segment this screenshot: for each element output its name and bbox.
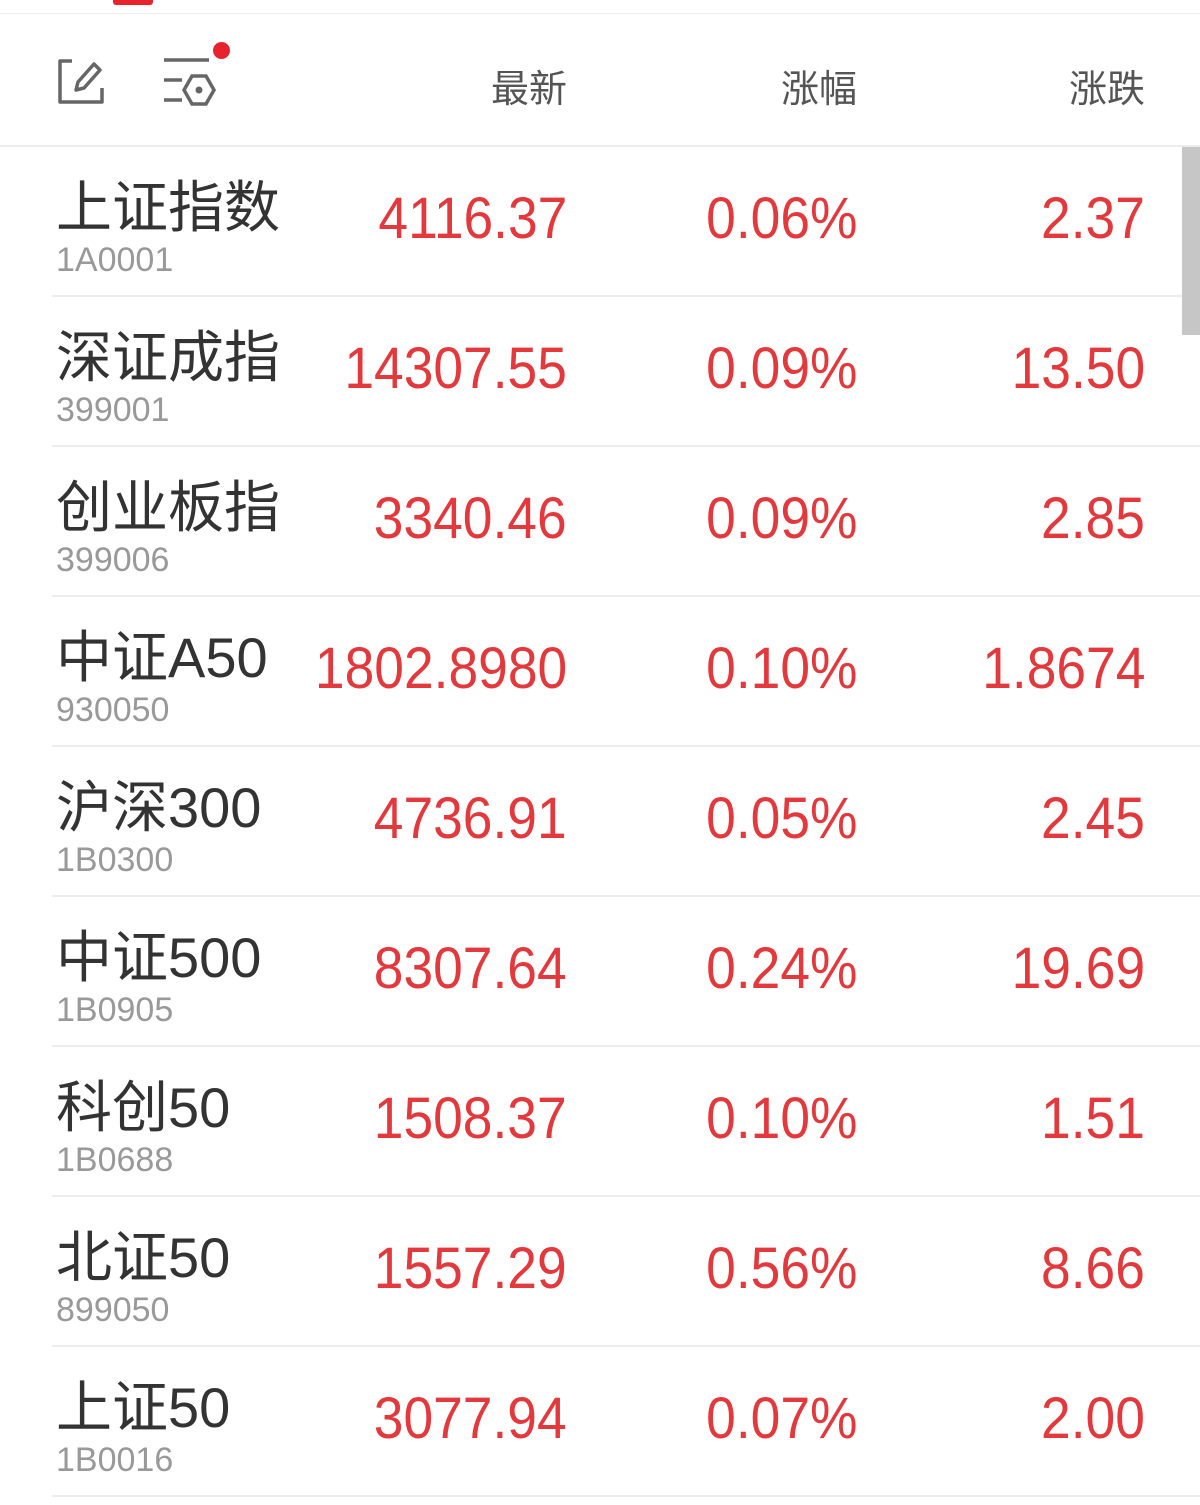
index-name: 北证50 [56,1226,231,1289]
latest-price: 1557.29 [374,1236,567,1301]
index-code: 1B0905 [56,991,174,1029]
row-divider [52,895,1200,897]
change-value: 13.50 [1011,336,1145,401]
change-percent: 0.10% [705,1086,857,1151]
index-code: 899050 [56,1291,170,1329]
active-tab-indicator [113,0,153,5]
column-change-percent[interactable]: 涨幅 [780,69,857,111]
table-row[interactable]: 沪深300 1B0300 4736.91 0.05% 2.45 [0,747,1200,897]
table-row[interactable]: 中证A50 930050 1802.8980 0.10% 1.8674 [0,597,1200,747]
index-code: 1B0688 [56,1141,174,1179]
table-row[interactable]: 北证50 899050 1557.29 0.56% 8.66 [0,1197,1200,1347]
row-divider [52,595,1200,597]
change-value: 1.51 [1041,1086,1145,1151]
row-divider [52,1345,1200,1347]
index-code: 1B0300 [56,841,174,879]
divider [0,13,1200,14]
row-divider [52,295,1200,297]
index-name: 上证指数 [56,176,280,239]
latest-price: 8307.64 [374,936,567,1001]
row-divider [52,445,1200,447]
change-percent: 0.07% [705,1386,857,1451]
index-code: 1A0001 [56,241,174,279]
change-percent: 0.09% [705,486,857,551]
index-name: 科创50 [56,1076,231,1139]
change-value: 2.45 [1041,786,1145,851]
change-percent: 0.05% [705,786,857,851]
table-row[interactable]: 上证指数 1A0001 4116.37 0.06% 2.37 [0,147,1200,297]
table-row[interactable]: 上证50 1B0016 3077.94 0.07% 2.00 [0,1347,1200,1497]
latest-price: 3077.94 [374,1386,567,1451]
change-value: 2.37 [1041,186,1145,251]
index-name: 深证成指 [56,326,280,389]
latest-price: 4116.37 [378,186,567,251]
row-divider [52,1495,1200,1497]
change-value: 2.85 [1041,486,1145,551]
index-name: 创业板指 [56,476,280,539]
table-row[interactable]: 深证成指 399001 14307.55 0.09% 13.50 [0,297,1200,447]
latest-price: 4736.91 [374,786,567,851]
index-code: 1B0016 [56,1441,174,1479]
table-row[interactable]: 科创50 1B0688 1508.37 0.10% 1.51 [0,1047,1200,1197]
change-percent: 0.56% [705,1236,857,1301]
latest-price: 1802.8980 [314,636,567,701]
change-value: 2.00 [1041,1386,1145,1451]
row-divider [52,1045,1200,1047]
index-name: 中证500 [56,926,262,989]
change-value: 19.69 [1011,936,1145,1001]
notification-dot [213,42,230,59]
list-header: 最新 涨幅 涨跌 [0,14,1200,147]
change-value: 8.66 [1041,1236,1145,1301]
table-row[interactable]: 创业板指 399006 3340.46 0.09% 2.85 [0,447,1200,597]
index-code: 399001 [56,391,170,429]
filter-settings-icon[interactable] [160,54,220,114]
latest-price: 3340.46 [374,486,567,551]
table-row[interactable]: 中证500 1B0905 8307.64 0.24% 19.69 [0,897,1200,1047]
change-percent: 0.09% [705,336,857,401]
scrollbar[interactable] [1182,147,1200,335]
latest-price: 1508.37 [374,1086,567,1151]
index-name: 沪深300 [56,776,262,839]
row-divider [52,1195,1200,1197]
latest-price: 14307.55 [344,336,567,401]
change-value: 1.8674 [981,636,1145,701]
row-divider [52,745,1200,747]
index-name: 中证A50 [56,626,268,689]
index-code: 399006 [56,541,170,579]
change-percent: 0.10% [705,636,857,701]
index-code: 930050 [56,691,170,729]
index-name: 上证50 [56,1376,231,1439]
column-latest[interactable]: 最新 [490,69,567,111]
edit-icon[interactable] [56,56,104,104]
change-percent: 0.24% [705,936,857,1001]
change-percent: 0.06% [705,186,857,251]
column-change[interactable]: 涨跌 [1068,69,1145,111]
